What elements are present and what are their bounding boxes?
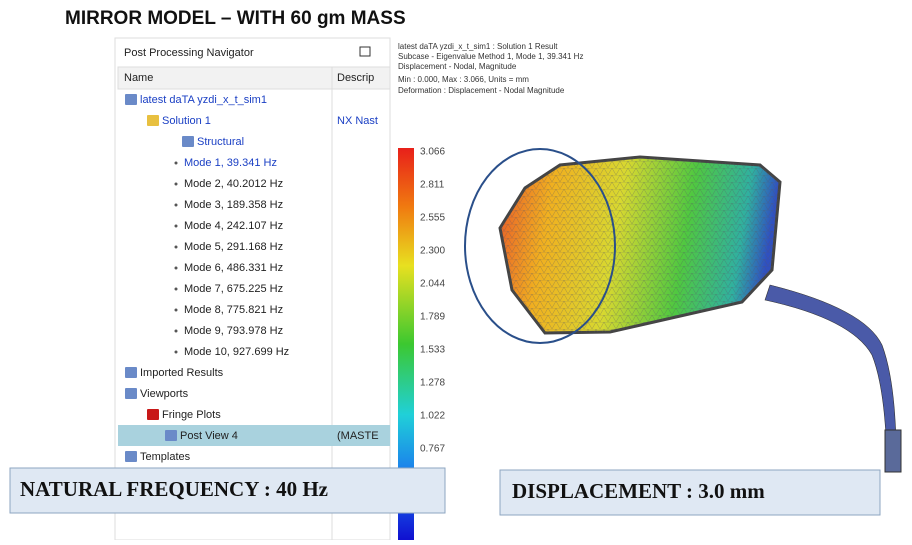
info-line: latest daTA yzdi_x_t_sim1 : Solution 1 R… <box>398 42 558 51</box>
info-line: Deformation : Displacement - Nodal Magni… <box>398 86 565 95</box>
node-bullet <box>175 204 178 207</box>
navigator: Post Processing Navigator Name Descrip l… <box>115 38 390 540</box>
tree-node[interactable]: Templates <box>140 451 191 463</box>
node-icon <box>182 136 194 147</box>
node-description: (MASTE <box>337 430 379 442</box>
node-bullet <box>175 225 178 228</box>
mirror-stem <box>765 285 897 470</box>
tree-node[interactable]: Viewports <box>140 388 189 400</box>
info-line: Displacement - Nodal, Magnitude <box>398 62 517 71</box>
node-bullet <box>175 246 178 249</box>
legend-label: 2.300 <box>420 246 445 257</box>
tree-node[interactable]: Structural <box>197 136 244 148</box>
column-description: Descrip <box>337 72 374 84</box>
tree-node[interactable]: Mode 6, 486.331 Hz <box>184 262 283 274</box>
tree-node[interactable]: Mode 4, 242.107 Hz <box>184 220 283 232</box>
mirror-mount <box>885 430 901 472</box>
legend-label: 1.278 <box>420 378 445 389</box>
tree-node[interactable]: latest daTA yzdi_x_t_sim1 <box>140 94 267 106</box>
node-icon <box>125 367 137 378</box>
legend-label: 1.533 <box>420 345 445 356</box>
node-icon <box>125 451 137 462</box>
info-line: Subcase - Eigenvalue Method 1, Mode 1, 3… <box>398 52 583 61</box>
node-icon <box>125 388 137 399</box>
node-bullet <box>175 351 178 354</box>
legend-label: 1.789 <box>420 312 445 323</box>
column-name: Name <box>124 72 153 84</box>
screenshot: MIRROR MODEL – WITH 60 gm MASS Post Proc… <box>0 0 912 540</box>
legend-label: 2.044 <box>420 279 445 290</box>
legend-label: 2.811 <box>420 180 445 191</box>
node-bullet <box>175 267 178 270</box>
node-icon <box>147 409 159 420</box>
node-icon <box>147 115 159 126</box>
legend-label: 2.555 <box>420 213 445 224</box>
tree-node[interactable]: Mode 8, 775.821 Hz <box>184 304 283 316</box>
info-line: Min : 0.000, Max : 3.066, Units = mm <box>398 75 529 84</box>
legend-label: 1.022 <box>420 411 445 422</box>
node-icon <box>125 94 137 105</box>
tree-node[interactable]: Solution 1 <box>162 115 211 127</box>
tree-node[interactable]: Mode 1, 39.341 Hz <box>184 157 277 169</box>
mirror-model <box>465 149 901 472</box>
tree-node[interactable]: Mode 2, 40.2012 Hz <box>184 178 283 190</box>
info: latest daTA yzdi_x_t_sim1 : Solution 1 R… <box>398 42 583 95</box>
node-bullet <box>175 288 178 291</box>
node-bullet <box>175 162 178 165</box>
node-icon <box>165 430 177 441</box>
page-title: MIRROR MODEL – WITH 60 gm MASS <box>65 8 406 29</box>
mesh-overlay <box>500 157 780 333</box>
legend-label: 0.767 <box>420 444 445 455</box>
tree-node[interactable]: Mode 9, 793.978 Hz <box>184 325 283 337</box>
legend-label: 3.066 <box>420 147 445 158</box>
node-bullet <box>175 330 178 333</box>
tree-node[interactable]: Fringe Plots <box>162 409 221 421</box>
tree-node[interactable]: Imported Results <box>140 367 224 379</box>
tree-node[interactable]: Mode 3, 189.358 Hz <box>184 199 283 211</box>
tree-node[interactable]: Mode 7, 675.225 Hz <box>184 283 283 295</box>
navigator-title: Post Processing Navigator <box>124 47 254 59</box>
node-bullet <box>175 183 178 186</box>
tree-node[interactable]: Mode 5, 291.168 Hz <box>184 241 283 253</box>
node-description: NX Nast <box>337 115 378 127</box>
node-bullet <box>175 309 178 312</box>
tree-node[interactable]: Mode 10, 927.699 Hz <box>184 346 289 358</box>
callout-displacement: DISPLACEMENT : 3.0 mm <box>512 479 765 503</box>
tree-node[interactable]: Post View 4 <box>180 430 238 442</box>
callout-frequency: NATURAL FREQUENCY : 40 Hz <box>20 477 328 501</box>
